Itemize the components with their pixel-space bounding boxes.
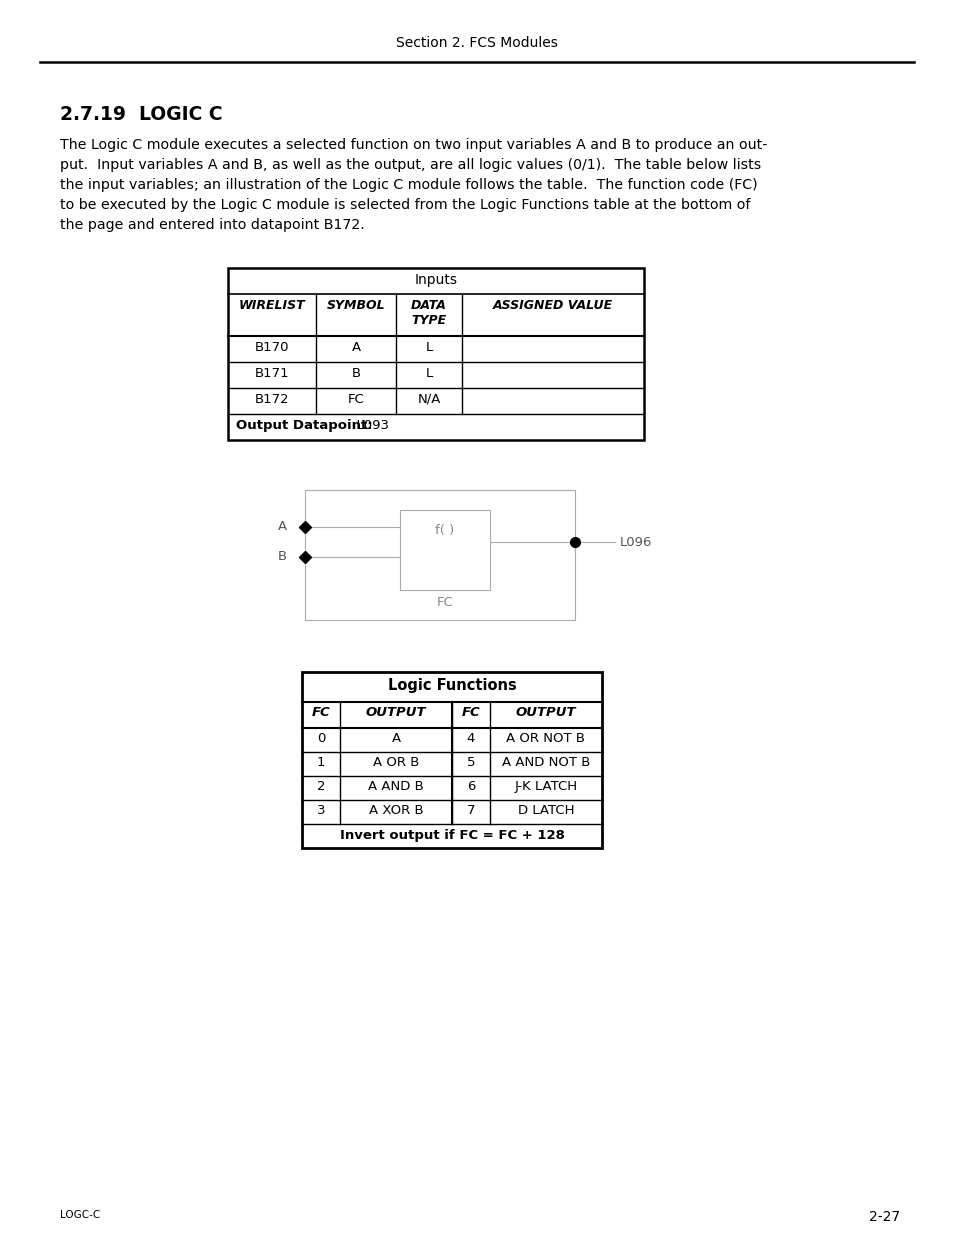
Bar <box>302 672 601 848</box>
Text: A OR NOT B: A OR NOT B <box>506 732 585 745</box>
Text: FC: FC <box>347 393 364 406</box>
Text: A: A <box>391 732 400 745</box>
Text: D LATCH: D LATCH <box>517 804 574 818</box>
Text: FC: FC <box>312 706 330 719</box>
Text: OUTPUT: OUTPUT <box>516 706 576 719</box>
Text: N/A: N/A <box>416 393 440 406</box>
Text: 4: 4 <box>466 732 475 745</box>
Text: J-K LATCH: J-K LATCH <box>514 781 577 793</box>
Text: A OR B: A OR B <box>373 756 418 769</box>
Text: 5: 5 <box>466 756 475 769</box>
Text: L: L <box>425 367 432 380</box>
Text: FC: FC <box>461 706 480 719</box>
Text: WIRELIST: WIRELIST <box>238 299 305 312</box>
Text: the page and entered into datapoint B172.: the page and entered into datapoint B172… <box>60 219 364 232</box>
Text: SYMBOL: SYMBOL <box>326 299 385 312</box>
Text: A XOR B: A XOR B <box>368 804 423 818</box>
Text: 1: 1 <box>316 756 325 769</box>
Text: 3: 3 <box>316 804 325 818</box>
Text: A AND B: A AND B <box>368 781 423 793</box>
Text: OUTPUT: OUTPUT <box>365 706 426 719</box>
Text: B: B <box>277 551 287 563</box>
Text: The Logic C module executes a selected function on two input variables A and B t: The Logic C module executes a selected f… <box>60 138 767 152</box>
Bar <box>228 268 643 440</box>
Text: 6: 6 <box>466 781 475 793</box>
Text: Invert output if FC = FC + 128: Invert output if FC = FC + 128 <box>339 829 564 842</box>
Text: B170: B170 <box>254 341 289 354</box>
Text: A: A <box>277 520 287 534</box>
Text: B: B <box>351 367 360 380</box>
Text: f( ): f( ) <box>435 524 455 537</box>
Text: to be executed by the Logic C module is selected from the Logic Functions table : to be executed by the Logic C module is … <box>60 198 750 212</box>
Text: FC: FC <box>436 597 453 609</box>
Text: put.  Input variables A and B, as well as the output, are all logic values (0/1): put. Input variables A and B, as well as… <box>60 158 760 172</box>
Bar <box>399 510 490 590</box>
Text: ASSIGNED VALUE: ASSIGNED VALUE <box>493 299 613 312</box>
Text: L093: L093 <box>348 419 389 432</box>
Text: 2: 2 <box>316 781 325 793</box>
Text: DATA
TYPE: DATA TYPE <box>411 299 446 327</box>
Text: Logic Functions: Logic Functions <box>387 678 516 693</box>
Text: Inputs: Inputs <box>414 273 457 287</box>
Text: 0: 0 <box>316 732 325 745</box>
Text: A: A <box>351 341 360 354</box>
Text: L: L <box>425 341 432 354</box>
Text: B172: B172 <box>254 393 289 406</box>
Text: Output Datapoint:: Output Datapoint: <box>235 419 373 432</box>
Text: L096: L096 <box>619 536 652 548</box>
Text: LOGC-C: LOGC-C <box>60 1210 100 1220</box>
Bar <box>305 490 575 620</box>
Text: the input variables; an illustration of the Logic C module follows the table.  T: the input variables; an illustration of … <box>60 178 757 191</box>
Text: 7: 7 <box>466 804 475 818</box>
Text: 2-27: 2-27 <box>868 1210 899 1224</box>
Text: A AND NOT B: A AND NOT B <box>501 756 590 769</box>
Text: B171: B171 <box>254 367 289 380</box>
Text: 2.7.19  LOGIC C: 2.7.19 LOGIC C <box>60 105 222 124</box>
Text: Section 2. FCS Modules: Section 2. FCS Modules <box>395 36 558 49</box>
